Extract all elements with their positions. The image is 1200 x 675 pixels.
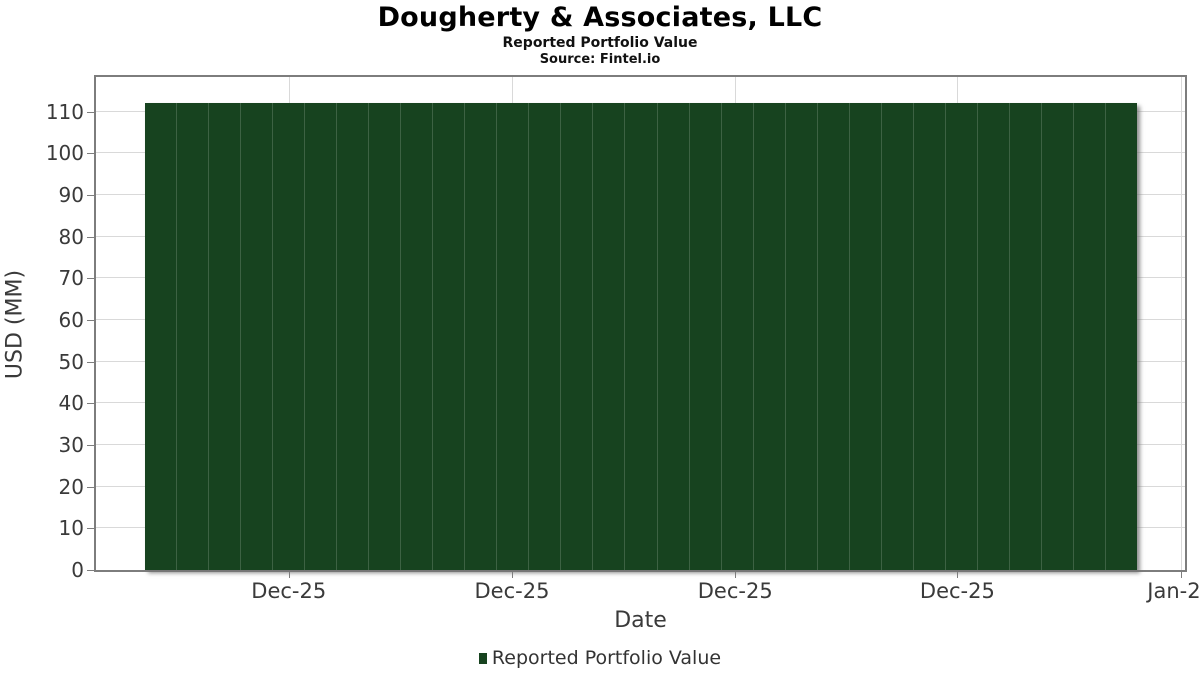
x-tick-label: Dec-25 — [474, 579, 550, 603]
bar[interactable] — [753, 103, 786, 570]
bar-series — [144, 103, 1138, 570]
x-tick-label: Jan-26 — [1147, 579, 1200, 603]
legend-marker-icon — [478, 652, 487, 664]
bar[interactable] — [721, 103, 754, 570]
bar[interactable] — [529, 103, 562, 570]
y-tick-mark — [87, 319, 94, 321]
legend-label: Reported Portfolio Value — [491, 647, 722, 669]
bar[interactable] — [369, 103, 402, 570]
x-tick-label: Dec-25 — [919, 579, 995, 603]
bar[interactable] — [785, 103, 818, 570]
legend: Reported Portfolio Value — [0, 647, 1200, 669]
bar[interactable] — [272, 103, 306, 570]
y-tick-label: 60 — [58, 307, 84, 332]
legend-item-reported-portfolio-value[interactable]: Reported Portfolio Value — [478, 647, 722, 669]
bar[interactable] — [945, 103, 978, 570]
y-tick-mark — [87, 278, 94, 280]
chart-title: Dougherty & Associates, LLC — [377, 2, 823, 33]
y-tick-label: 40 — [58, 391, 84, 416]
bar[interactable] — [433, 103, 466, 570]
bar[interactable] — [497, 103, 530, 570]
x-tick-label: Dec-25 — [251, 579, 327, 603]
y-tick-mark — [87, 236, 94, 238]
bar[interactable] — [817, 103, 850, 570]
y-tick-label: 110 — [45, 99, 84, 124]
bar[interactable] — [305, 103, 338, 570]
bar[interactable] — [176, 103, 209, 570]
bar[interactable] — [881, 103, 914, 570]
bar[interactable] — [1074, 103, 1107, 570]
y-tick-mark — [87, 403, 94, 405]
y-tick-mark — [87, 153, 94, 155]
y-tick-label: 50 — [58, 349, 84, 374]
bar[interactable] — [657, 103, 690, 570]
bar[interactable] — [849, 103, 882, 570]
y-tick-label: 100 — [45, 141, 84, 166]
x-axis-title: Date — [614, 608, 667, 633]
chart-source: Source: Fintel.io — [539, 52, 661, 67]
chart-subtitle: Reported Portfolio Value — [502, 35, 698, 51]
bar[interactable] — [561, 103, 594, 570]
y-tick-label: 0 — [71, 558, 84, 582]
bar[interactable] — [913, 103, 946, 570]
y-tick-mark — [87, 361, 94, 363]
y-tick-label: 20 — [58, 474, 84, 499]
bar[interactable] — [1106, 103, 1138, 570]
y-tick-mark — [87, 528, 94, 530]
bar[interactable] — [978, 103, 1011, 570]
x-tick-mark — [511, 572, 513, 578]
y-tick-label: 30 — [58, 432, 84, 457]
x-tick-mark — [1180, 572, 1182, 578]
y-axis-title: USD (MM) — [2, 269, 28, 380]
y-tick-mark — [87, 194, 94, 196]
bar[interactable] — [1042, 103, 1075, 570]
y-tick-mark — [87, 486, 94, 488]
y-tick-label: 70 — [58, 266, 84, 291]
y-tick-mark — [87, 570, 94, 571]
bar[interactable] — [593, 103, 626, 570]
y-tick-mark — [87, 444, 94, 446]
bar[interactable] — [144, 103, 177, 570]
v-gridline — [1180, 77, 1182, 570]
bar[interactable] — [1010, 103, 1043, 570]
x-tick-mark — [735, 572, 737, 578]
x-tick-mark — [957, 572, 959, 578]
x-tick-label: Dec-25 — [697, 579, 773, 603]
bar[interactable] — [689, 103, 722, 570]
bar[interactable] — [337, 103, 370, 570]
y-tick-label: 10 — [58, 516, 84, 541]
bar[interactable] — [625, 103, 658, 570]
bar[interactable] — [401, 103, 434, 570]
x-tick-mark — [288, 572, 290, 578]
y-tick-label: 80 — [58, 224, 84, 249]
y-tick-mark — [87, 111, 94, 113]
bar[interactable] — [208, 103, 241, 570]
bar[interactable] — [465, 103, 498, 570]
y-tick-label: 90 — [58, 182, 84, 207]
plot-area — [94, 75, 1187, 572]
bar[interactable] — [240, 103, 273, 570]
